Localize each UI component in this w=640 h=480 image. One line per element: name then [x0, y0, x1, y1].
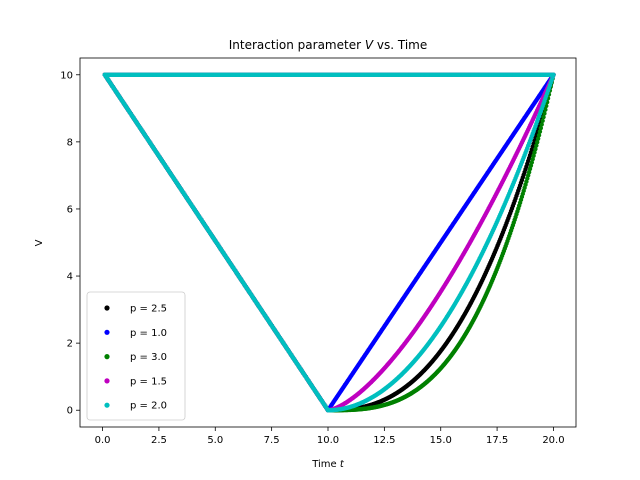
legend-label: p = 1.5 — [130, 376, 167, 387]
y-tick-label: 4 — [67, 272, 73, 283]
x-tick-label: 20.0 — [542, 435, 564, 446]
y-axis-label: V — [34, 239, 45, 246]
legend-frame — [86, 291, 186, 421]
chart-title-part-2: V — [365, 38, 374, 52]
chart-title-part-3: vs. Time — [373, 38, 427, 52]
y-tick-label: 10 — [60, 70, 73, 81]
x-tick-label: 10.0 — [317, 435, 339, 446]
x-tick-label: 12.5 — [373, 435, 395, 446]
legend-marker — [104, 305, 110, 311]
legend-marker — [104, 329, 110, 335]
legend-marker — [104, 402, 110, 408]
point — [529, 160, 535, 165]
point — [540, 118, 545, 124]
point — [538, 125, 544, 131]
legend-label: p = 2.5 — [130, 304, 167, 315]
chart-title-part-1: Interaction parameter — [229, 38, 365, 52]
x-tick-label: 0.0 — [95, 435, 111, 446]
chart-title: Interaction parameter V vs. Time — [229, 38, 427, 52]
y-tick-label: 8 — [67, 137, 73, 148]
x-axis-label-text: Time — [311, 459, 340, 470]
legend-label: p = 1.0 — [130, 328, 167, 339]
point — [531, 153, 536, 158]
x-axis-label-variable: t — [340, 459, 345, 470]
x-axis-label: Time t — [311, 459, 345, 470]
legend-marker — [104, 378, 110, 384]
point — [551, 72, 556, 77]
point — [534, 143, 539, 148]
series-5 — [102, 72, 556, 413]
point — [533, 146, 538, 152]
point — [541, 114, 546, 120]
point — [537, 129, 543, 134]
legend-label: p = 2.0 — [130, 401, 167, 412]
y-tick-label: 0 — [67, 406, 73, 417]
point — [543, 107, 548, 112]
x-tick-label: 15.0 — [430, 435, 452, 446]
legend-label: p = 3.0 — [130, 352, 167, 363]
point — [539, 122, 544, 127]
x-tick-label: 2.5 — [151, 435, 167, 446]
point — [542, 111, 547, 116]
y-tick-label: 2 — [67, 339, 73, 350]
plot-points — [102, 72, 556, 413]
x-tick-label: 17.5 — [486, 435, 508, 446]
point — [535, 139, 540, 145]
point — [530, 156, 535, 162]
point — [532, 150, 537, 155]
x-axis-ticks: 0.0 2.5 5.0 7.5 10.0 12.5 15.0 17.5 20.0 — [95, 427, 565, 446]
x-tick-label: 7.5 — [264, 435, 280, 446]
legend-marker — [104, 354, 110, 360]
legend: p = 2.5 p = 1.0 p = 3.0 p = 1.5 p = 2.0 — [86, 291, 186, 421]
y-tick-label: 6 — [67, 204, 73, 215]
point — [536, 132, 542, 138]
x-tick-label: 5.0 — [207, 435, 223, 446]
point — [535, 136, 541, 141]
y-axis-ticks: 0 2 4 6 8 10 — [60, 70, 80, 417]
